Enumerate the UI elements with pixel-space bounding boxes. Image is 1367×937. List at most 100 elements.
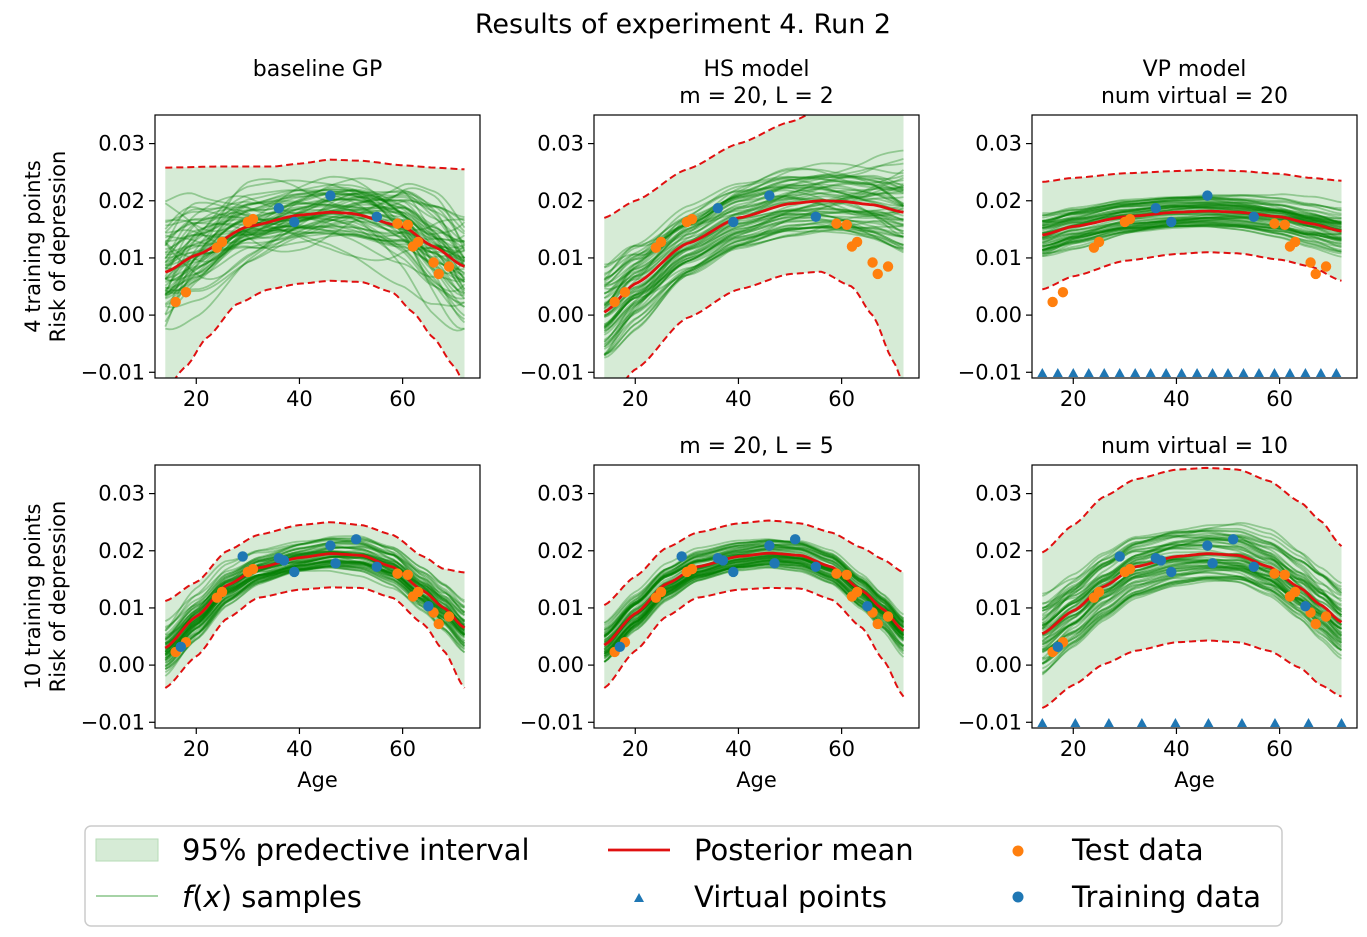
sample-curve xyxy=(165,219,465,331)
y-tick-label: 0.01 xyxy=(537,246,584,270)
sample-curve xyxy=(1041,534,1342,616)
test-point xyxy=(1093,586,1105,598)
sample-curve xyxy=(1041,532,1342,624)
sample-curve xyxy=(1042,197,1342,223)
y-tick-label: 0.00 xyxy=(98,303,145,327)
sample-curve xyxy=(164,216,466,317)
virtual-point xyxy=(1114,368,1125,377)
sample-curve xyxy=(604,158,904,294)
sample-curve xyxy=(165,183,465,263)
x-tick-label: 60 xyxy=(1266,387,1293,411)
sample-curve xyxy=(164,214,465,266)
y-tick-label: 0.03 xyxy=(537,482,584,506)
virtual-point xyxy=(1336,718,1347,727)
subplot-title: HS model xyxy=(703,57,809,82)
sample-curve xyxy=(165,206,466,309)
test-point xyxy=(872,268,883,280)
y-tick-label: 0.03 xyxy=(537,132,584,156)
sample-curve xyxy=(1042,218,1342,243)
lower-interval-line xyxy=(625,270,902,378)
training-point xyxy=(728,216,739,228)
sample-curve xyxy=(603,186,904,343)
y-tick-label: 0.02 xyxy=(537,539,584,563)
y-tick-label: 0.00 xyxy=(975,653,1022,677)
sample-curve xyxy=(165,190,465,242)
plot-area xyxy=(1041,168,1342,308)
legend-test-label: Test data xyxy=(1071,833,1204,867)
test-point xyxy=(170,296,181,308)
sample-curve xyxy=(1042,217,1342,243)
training-point xyxy=(1202,540,1213,551)
sample-curve xyxy=(1042,221,1342,253)
sample-curve xyxy=(603,174,904,299)
lower-interval-line xyxy=(1042,251,1342,291)
sample-curve xyxy=(603,186,904,283)
test-point xyxy=(180,287,192,298)
sample-curve xyxy=(1042,201,1342,226)
sample-curve xyxy=(164,190,466,315)
y-tick-label: 0.03 xyxy=(975,482,1022,506)
y-tick-label: 0.00 xyxy=(537,303,584,327)
y-tick-label: 0.01 xyxy=(975,596,1022,620)
sample-curve xyxy=(1042,539,1342,612)
sample-curve xyxy=(603,546,905,646)
training-point xyxy=(1155,555,1167,566)
axes-frame xyxy=(1031,114,1358,379)
test-point xyxy=(412,586,424,598)
sample-curve xyxy=(604,215,905,355)
sample-curve xyxy=(1042,534,1343,618)
sample-curve xyxy=(1042,223,1342,255)
sample-curve xyxy=(603,543,905,639)
sample-curve xyxy=(604,175,904,269)
sample-curve xyxy=(1042,543,1343,626)
virtual-point xyxy=(1099,368,1110,377)
sample-curve xyxy=(1042,225,1342,253)
y-tick-label: 0.02 xyxy=(98,189,145,213)
legend-samples-label-paren-open: ( xyxy=(192,880,203,914)
training-point xyxy=(862,601,873,612)
axes-frame xyxy=(154,114,481,379)
test-point xyxy=(882,611,894,622)
y-tick-label: 0.00 xyxy=(975,303,1022,327)
sample-curve xyxy=(603,540,905,638)
subplot-5: 20 40 60 −0.01 0.00 0.01 0.02 0.03 m = 20, L = 5… xyxy=(520,434,920,792)
sample-curve xyxy=(164,542,466,641)
x-tick-label: 40 xyxy=(286,387,313,411)
test-point xyxy=(851,586,863,598)
sample-curve xyxy=(1042,196,1342,225)
virtual-point xyxy=(1052,368,1063,377)
sample-curve xyxy=(1041,575,1342,665)
test-point xyxy=(428,257,439,268)
test-point xyxy=(841,219,852,230)
training-point xyxy=(325,190,336,201)
sample-curve xyxy=(1042,194,1342,226)
predictive-interval-band xyxy=(1042,169,1342,290)
virtual-point xyxy=(1253,368,1264,377)
sample-curve xyxy=(164,192,466,270)
sample-curve xyxy=(604,149,904,312)
subplot-1: 20 40 60 −0.01 0.00 0.01 0.02 0.03 baseline GP xyxy=(81,57,481,411)
test-point xyxy=(1279,219,1290,230)
test-point xyxy=(609,296,620,308)
x-tick-label: 60 xyxy=(389,387,416,411)
training-point xyxy=(1248,561,1260,572)
posterior-mean-line xyxy=(1042,209,1342,237)
sample-curve xyxy=(603,544,905,625)
sample-curve xyxy=(1042,538,1343,633)
virtual-point xyxy=(1238,368,1249,377)
legend-mean-label: Posterior mean xyxy=(694,833,914,867)
sample-curve xyxy=(1041,578,1342,664)
axes-frame xyxy=(1031,464,1358,729)
sample-curve xyxy=(603,543,905,642)
test-point xyxy=(1289,586,1301,598)
sample-curve xyxy=(603,539,905,629)
sample-curve xyxy=(604,195,904,286)
sample-curve xyxy=(603,564,905,658)
axes-frame xyxy=(593,464,920,729)
virtual-point xyxy=(1170,718,1181,727)
virtual-point xyxy=(1037,718,1048,727)
x-tick-label: 60 xyxy=(389,737,416,761)
virtual-point xyxy=(1203,718,1214,727)
